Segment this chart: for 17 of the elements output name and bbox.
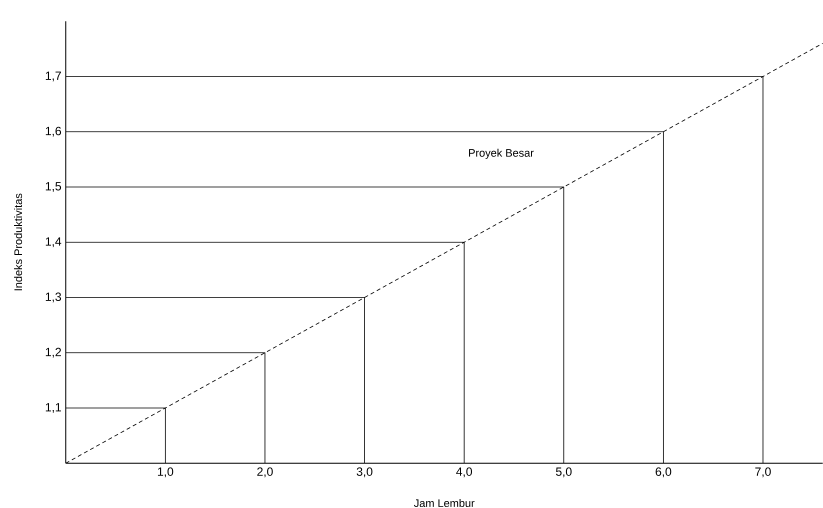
- y-tick-label: 1,3: [46, 292, 62, 302]
- x-tick-label: 6,0: [656, 467, 672, 478]
- y-tick-label: 1,4: [46, 237, 62, 248]
- x-tick-label: 3,0: [356, 467, 372, 478]
- annotation: Proyek Besar: [469, 148, 534, 159]
- y-axis-title: Indeks Produktivitas: [14, 194, 22, 290]
- y-tick-label: 1,5: [46, 182, 62, 192]
- y-tick-label: 1,7: [46, 72, 61, 82]
- y-tick-label: 1,1: [46, 403, 61, 413]
- x-tick-label: 1,0: [158, 467, 174, 478]
- x-tick-label: 7,0: [755, 467, 771, 478]
- x-tick-label: 5,0: [556, 467, 572, 478]
- y-tick-label: 1,6: [46, 126, 62, 137]
- x-tick-label: 4,0: [456, 467, 472, 478]
- x-tick-label: 2,0: [257, 467, 273, 478]
- x-axis-title: Jam Lembur: [414, 498, 474, 508]
- y-tick-label: 1,2: [46, 348, 61, 358]
